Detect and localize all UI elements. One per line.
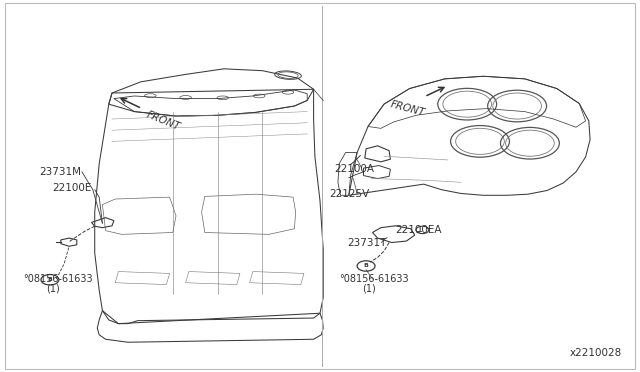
Text: 23731T: 23731T bbox=[347, 238, 387, 247]
Text: 23731M: 23731M bbox=[40, 167, 82, 177]
Text: 22100E: 22100E bbox=[52, 183, 92, 193]
Text: °08156-61633: °08156-61633 bbox=[339, 274, 409, 284]
Text: °08156-61633: °08156-61633 bbox=[23, 274, 93, 284]
Text: B: B bbox=[364, 263, 369, 269]
Text: 22100A: 22100A bbox=[334, 164, 374, 174]
Text: FRONT: FRONT bbox=[389, 100, 426, 119]
Text: FRONT: FRONT bbox=[145, 110, 181, 132]
Text: B: B bbox=[47, 277, 52, 282]
Text: 22125V: 22125V bbox=[329, 189, 369, 199]
Text: 22100EA: 22100EA bbox=[396, 225, 442, 235]
Text: (1): (1) bbox=[46, 283, 60, 293]
Text: (1): (1) bbox=[362, 283, 376, 293]
Text: x2210028: x2210028 bbox=[570, 348, 622, 358]
